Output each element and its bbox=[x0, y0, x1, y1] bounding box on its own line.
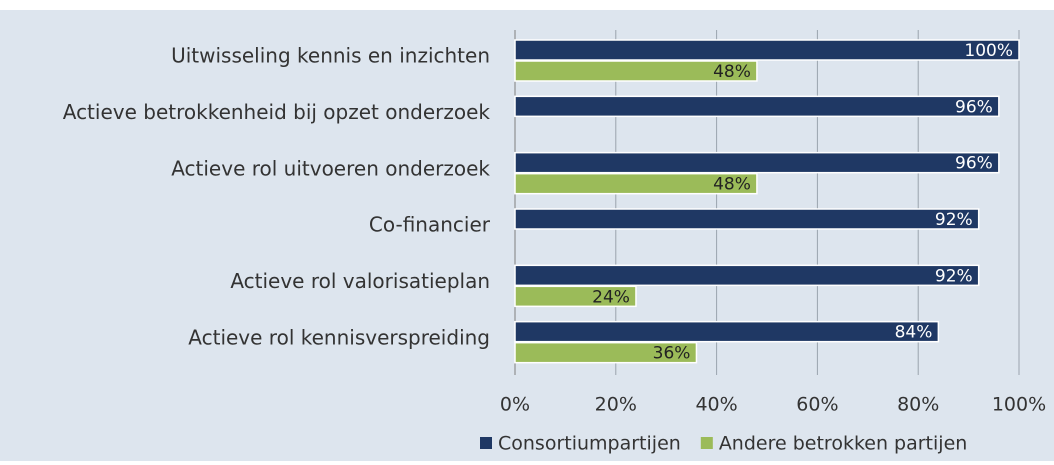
bar bbox=[514, 172, 758, 195]
data-label: 96% bbox=[955, 154, 993, 174]
y-tick-label: Actieve betrokkenheid bij opzet onderzoe… bbox=[63, 100, 491, 124]
bar bbox=[514, 39, 1020, 61]
bar bbox=[514, 264, 980, 287]
legend-label: Consortiumpartijen bbox=[498, 433, 681, 455]
chart-background bbox=[0, 10, 1054, 461]
data-label: 100% bbox=[964, 41, 1013, 61]
data-label: 48% bbox=[713, 175, 751, 195]
x-tick-label: 100% bbox=[992, 394, 1046, 416]
x-tick-label: 20% bbox=[595, 394, 637, 416]
bar bbox=[514, 341, 698, 364]
data-label: 96% bbox=[955, 97, 993, 117]
data-label: 92% bbox=[935, 266, 973, 286]
bar bbox=[514, 95, 1000, 118]
y-tick-label: Uitwisseling kennis en inzichten bbox=[171, 44, 490, 68]
x-tick-label: 0% bbox=[500, 394, 530, 416]
x-tick-label: 60% bbox=[796, 394, 838, 416]
bar bbox=[514, 320, 940, 343]
y-tick-label: Actieve rol kennisverspreiding bbox=[188, 325, 490, 349]
y-tick-label: Actieve rol valorisatieplan bbox=[230, 269, 490, 293]
bar bbox=[514, 151, 1000, 174]
bar bbox=[514, 60, 758, 82]
bar bbox=[514, 208, 980, 230]
data-label: 24% bbox=[592, 287, 630, 307]
y-tick-label: Actieve rol uitvoeren onderzoek bbox=[171, 156, 490, 180]
legend-swatch bbox=[700, 437, 713, 449]
data-label: 92% bbox=[935, 210, 973, 230]
data-label: 48% bbox=[713, 62, 751, 82]
legend-swatch bbox=[480, 437, 492, 449]
data-label: 84% bbox=[895, 323, 933, 343]
x-tick-label: 80% bbox=[897, 394, 939, 416]
bar bbox=[514, 285, 637, 308]
legend-label: Andere betrokken partijen bbox=[719, 433, 967, 455]
x-tick-label: 40% bbox=[695, 394, 737, 416]
y-tick-label: Co-financier bbox=[369, 213, 491, 237]
data-label: 36% bbox=[653, 344, 691, 364]
